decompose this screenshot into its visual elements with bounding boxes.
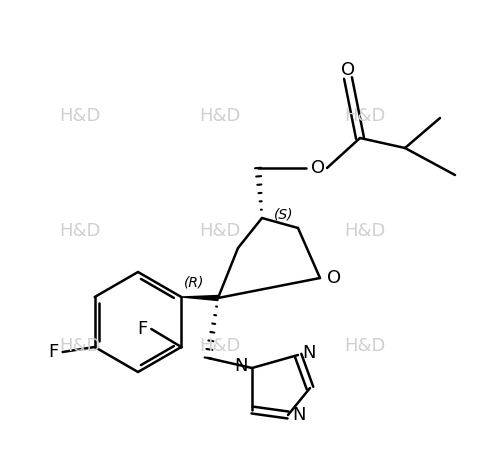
- Text: H&D: H&D: [344, 107, 386, 125]
- Text: (R): (R): [184, 276, 204, 290]
- Text: H&D: H&D: [344, 337, 386, 355]
- Text: O: O: [341, 61, 355, 79]
- Text: H&D: H&D: [199, 337, 241, 355]
- Text: F: F: [49, 343, 59, 361]
- Text: H&D: H&D: [59, 337, 101, 355]
- Text: N: N: [292, 406, 306, 424]
- Text: F: F: [137, 320, 148, 338]
- Text: H&D: H&D: [199, 222, 241, 240]
- Text: H&D: H&D: [344, 222, 386, 240]
- Text: N: N: [302, 344, 316, 362]
- Text: O: O: [311, 159, 325, 177]
- Text: H&D: H&D: [199, 107, 241, 125]
- Text: H&D: H&D: [59, 222, 101, 240]
- Text: H&D: H&D: [59, 107, 101, 125]
- Text: (S): (S): [274, 208, 294, 222]
- Text: O: O: [327, 269, 341, 287]
- Polygon shape: [181, 296, 218, 301]
- Text: N: N: [234, 357, 248, 375]
